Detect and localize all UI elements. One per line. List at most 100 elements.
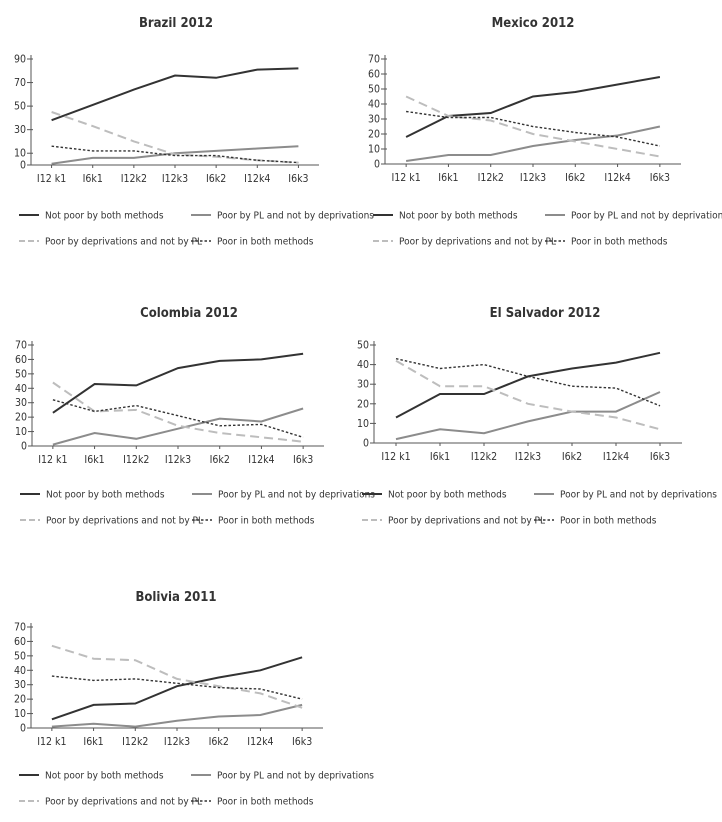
y-tick-label: 30 xyxy=(14,679,26,691)
x-tick-label: I12k3 xyxy=(515,451,541,463)
chart-title: Bolivia 2011 xyxy=(135,590,216,605)
x-tick-label: I12 k1 xyxy=(381,451,410,463)
x-tick-label: I12k2 xyxy=(121,173,147,185)
y-tick-label: 50 xyxy=(357,340,369,352)
legend-label: Poor by PL and not by deprivations xyxy=(571,211,722,222)
x-tick-label: I12k3 xyxy=(165,454,191,466)
legend-label: Poor in both methods xyxy=(217,237,314,248)
series-line xyxy=(51,111,299,164)
y-tick-label: 60 xyxy=(368,69,380,81)
chart-panel: Bolivia 2011 0 10 20 30 40 50 60 70 I12 k1 I6k1 I12… xyxy=(14,590,374,808)
legend-label: Poor in both methods xyxy=(217,797,314,808)
series-line xyxy=(52,407,304,446)
series-line xyxy=(51,145,299,164)
y-tick-label: 0 xyxy=(374,159,380,171)
y-tick-label: 50 xyxy=(14,650,26,662)
x-tick-label: I6k1 xyxy=(84,454,104,466)
x-tick-label: I6k3 xyxy=(288,173,308,185)
x-tick-label: I12 k1 xyxy=(37,736,66,748)
x-tick-label: I6k1 xyxy=(83,736,103,748)
y-tick-label: 10 xyxy=(15,426,27,438)
y-tick-label: 30 xyxy=(15,397,27,409)
x-tick-label: I12k2 xyxy=(478,172,504,184)
legend-label: Not poor by both methods xyxy=(399,211,518,222)
y-tick-label: 10 xyxy=(14,148,26,160)
chart-title: El Salvador 2012 xyxy=(490,306,601,321)
legend-label: Not poor by both methods xyxy=(45,211,164,222)
series-line xyxy=(51,644,303,709)
legend-label: Poor by PL and not by deprivations xyxy=(218,490,375,501)
series-line xyxy=(51,656,303,721)
x-tick-label: I12k4 xyxy=(247,736,273,748)
x-tick-label: I12k2 xyxy=(122,736,148,748)
x-tick-label: I12k2 xyxy=(123,454,149,466)
series-line xyxy=(51,703,303,728)
y-tick-label: 10 xyxy=(357,418,369,430)
y-tick-label: 10 xyxy=(14,708,26,720)
chart-title: Colombia 2012 xyxy=(140,306,238,321)
y-tick-label: 0 xyxy=(21,441,27,453)
x-tick-label: I6k2 xyxy=(210,454,230,466)
x-tick-label: I12 k1 xyxy=(38,454,67,466)
y-tick-label: 50 xyxy=(14,101,26,113)
y-tick-label: 30 xyxy=(357,379,369,391)
x-tick-label: I6k3 xyxy=(650,172,670,184)
x-tick-label: I12k3 xyxy=(520,172,546,184)
series-line xyxy=(51,145,299,165)
chart-panel: Brazil 2012 010 30 50 70 90 I12 k1 I6k1 I12k2 I12… xyxy=(14,16,374,248)
series-line xyxy=(52,399,304,438)
y-tick-label: 70 xyxy=(368,54,380,66)
y-tick-label: 20 xyxy=(14,694,26,706)
chart-panel: Mexico 2012 0 10 20 30 40 50 60 70 I12 k1 I6k1 I12k… xyxy=(368,16,722,248)
y-tick-label: 60 xyxy=(15,354,27,366)
x-tick-label: I6k2 xyxy=(209,736,229,748)
series-line xyxy=(52,352,304,414)
y-tick-label: 40 xyxy=(14,665,26,677)
x-tick-label: I12 k1 xyxy=(37,173,66,185)
legend-label: Poor by deprivations and not by PL xyxy=(45,237,202,248)
chart-panel: El Salvador 2012 0 10 20 30 40 50 I12 k1 I6k1 I12… xyxy=(357,306,717,527)
series-line xyxy=(405,76,661,138)
series-line xyxy=(395,391,661,441)
x-tick-label: I6k1 xyxy=(83,173,103,185)
series-line xyxy=(51,67,299,122)
chart-title: Brazil 2012 xyxy=(139,16,213,31)
x-tick-label: I12 k1 xyxy=(392,172,421,184)
y-tick-label: 60 xyxy=(14,636,26,648)
legend-label: Poor in both methods xyxy=(571,237,668,248)
x-tick-label: I12k3 xyxy=(164,736,190,748)
legend-label: Not poor by both methods xyxy=(45,771,164,782)
x-tick-label: I12k4 xyxy=(248,454,274,466)
x-tick-label: I12k4 xyxy=(244,173,270,185)
y-tick-label: 40 xyxy=(368,99,380,111)
chart-title: Mexico 2012 xyxy=(492,16,575,31)
x-tick-label: I6k3 xyxy=(650,451,670,463)
y-tick-label: 70 xyxy=(14,622,26,634)
x-tick-label: I12k3 xyxy=(162,173,188,185)
x-tick-label: I6k2 xyxy=(206,173,226,185)
y-tick-label: 40 xyxy=(357,359,369,371)
x-tick-label: I6k3 xyxy=(292,736,312,748)
legend-label: Poor in both methods xyxy=(218,516,315,527)
y-tick-label: 20 xyxy=(368,129,380,141)
legend-label: Poor by deprivations and not by PL xyxy=(46,516,203,527)
legend-label: Not poor by both methods xyxy=(388,490,507,501)
y-tick-label: 30 xyxy=(368,114,380,126)
y-tick-label: 0 xyxy=(363,438,369,450)
y-tick-label: 90 xyxy=(14,54,26,66)
x-tick-label: I6k1 xyxy=(438,172,458,184)
series-line xyxy=(395,359,661,431)
legend-label: Poor in both methods xyxy=(560,516,657,527)
y-tick-label: 30 xyxy=(14,124,26,136)
series-line xyxy=(405,125,661,162)
y-tick-label: 70 xyxy=(14,77,26,89)
legend-label: Poor by deprivations and not by PL xyxy=(399,237,556,248)
y-tick-label: 20 xyxy=(15,412,27,424)
y-tick-label: 10 xyxy=(368,144,380,156)
x-tick-label: I6k1 xyxy=(430,451,450,463)
legend-label: Not poor by both methods xyxy=(46,490,165,501)
series-line xyxy=(395,358,661,407)
y-tick-label: 0 xyxy=(20,723,26,735)
x-tick-label: I6k3 xyxy=(293,454,313,466)
